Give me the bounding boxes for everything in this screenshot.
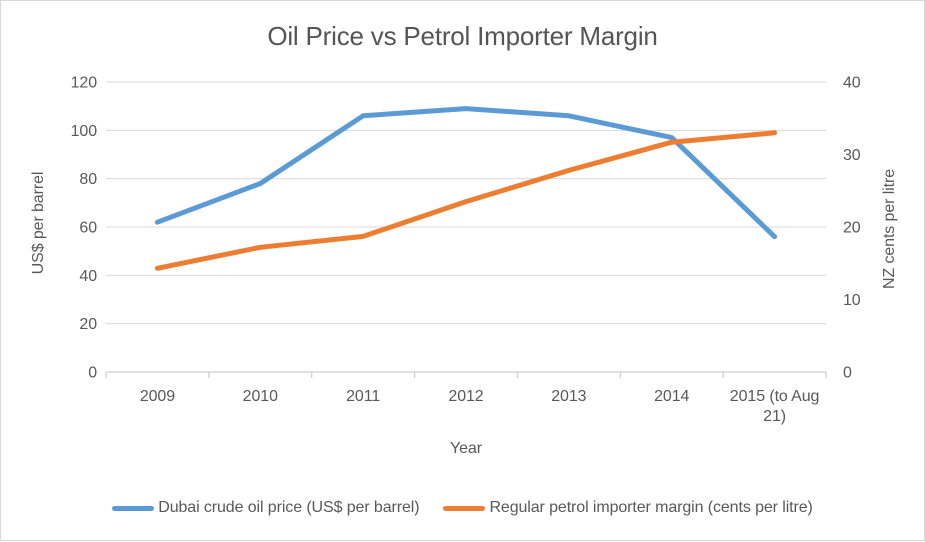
- legend-item-importer-margin: Regular petrol importer margin (cents pe…: [443, 499, 813, 517]
- legend-label-importer-margin: Regular petrol importer margin (cents pe…: [489, 499, 813, 516]
- y-axis-title-left: US$ per barrel: [30, 171, 47, 275]
- legend: Dubai crude oil price (US$ per barrel) R…: [1, 499, 924, 517]
- y-axis-tick-label-right: 20: [843, 220, 861, 237]
- legend-label-dubai-crude: Dubai crude oil price (US$ per barrel): [158, 499, 420, 516]
- y-axis-title-right: NZ cents per litre: [881, 168, 898, 290]
- legend-swatch-dubai-crude: [112, 505, 155, 511]
- y-axis-tick-label-right: 30: [843, 147, 861, 164]
- x-axis-tick-label: 2013: [551, 388, 586, 405]
- y-axis-tick-label-left: 80: [79, 171, 97, 188]
- y-axis-tick-label-left: 120: [71, 75, 98, 92]
- series-line-0: [154, 106, 778, 240]
- y-axis-tick-label-right: 0: [843, 365, 852, 382]
- legend-item-dubai-crude: Dubai crude oil price (US$ per barrel): [112, 499, 420, 517]
- x-axis-tick-label: 2015 (to Aug 21): [730, 388, 820, 425]
- x-axis-title: Year: [450, 440, 482, 457]
- y-axis-tick-label-left: 40: [79, 268, 97, 285]
- legend-swatch-importer-margin: [443, 505, 486, 511]
- y-axis-tick-label-left: 0: [88, 365, 97, 382]
- y-axis-tick-label-left: 60: [79, 220, 97, 237]
- x-axis-tick-label: 2009: [140, 388, 175, 405]
- x-axis-tick-label: 2010: [243, 388, 278, 405]
- chart-title: Oil Price vs Petrol Importer Margin: [267, 21, 658, 51]
- y-axis-tick-label-left: 100: [71, 123, 98, 140]
- x-axis-tick-label: 2011: [346, 388, 380, 405]
- x-axis-tick-label: 2014: [654, 388, 689, 405]
- y-axis-tick-label-right: 40: [843, 75, 861, 92]
- x-axis-tick-label: 2012: [448, 388, 483, 405]
- y-axis-tick-label-left: 20: [79, 316, 97, 333]
- series-line-1: [154, 130, 778, 271]
- y-axis-tick-label-right: 10: [843, 292, 861, 309]
